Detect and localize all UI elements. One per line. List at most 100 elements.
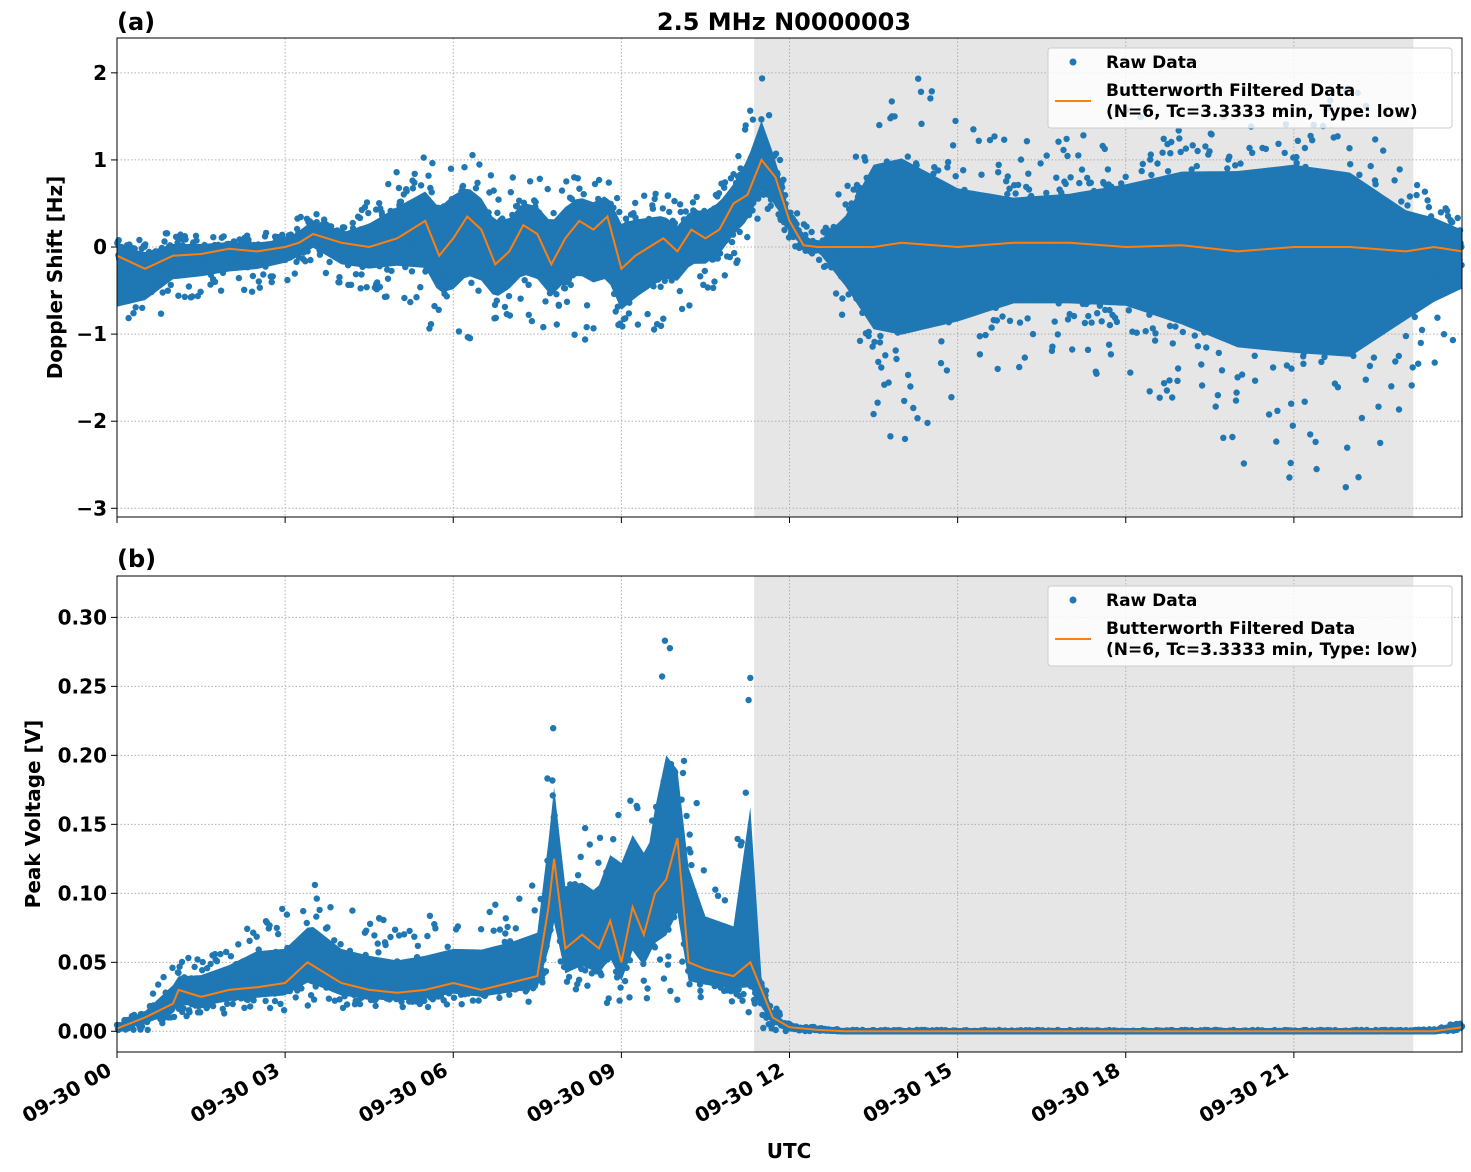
raw-data-point [1024, 257, 1031, 265]
raw-data-point [1159, 149, 1166, 156]
raw-data-point [1060, 146, 1067, 154]
raw-data-point [1076, 179, 1083, 187]
raw-data-point [602, 901, 609, 908]
raw-data-point [648, 250, 655, 258]
raw-data-point [271, 997, 279, 1005]
raw-data-point [504, 236, 511, 244]
raw-data-point [580, 955, 588, 963]
raw-data-point [1377, 439, 1384, 447]
raw-data-point [884, 181, 891, 188]
raw-data-point [532, 198, 539, 206]
raw-data-point [1031, 229, 1039, 236]
raw-data-point [697, 987, 704, 995]
raw-data-point [449, 226, 457, 234]
raw-data-point [763, 144, 770, 152]
raw-data-point [1272, 197, 1280, 204]
raw-data-point [1264, 305, 1271, 312]
raw-data-point [139, 304, 146, 312]
raw-data-point [363, 199, 371, 206]
raw-data-point [129, 271, 136, 278]
raw-data-point [1235, 256, 1243, 264]
raw-data-point [1036, 223, 1043, 230]
raw-data-point [453, 217, 460, 224]
raw-data-point [830, 223, 837, 231]
raw-data-point [1156, 394, 1163, 401]
raw-data-point [904, 203, 911, 211]
raw-data-point [1214, 392, 1222, 399]
raw-data-point [1026, 236, 1034, 243]
raw-data-point [370, 258, 378, 265]
raw-data-point [1330, 171, 1338, 179]
raw-data-point [1110, 220, 1118, 228]
raw-data-point [1212, 211, 1219, 218]
raw-data-point [361, 246, 368, 254]
raw-data-point [958, 308, 965, 315]
raw-data-point [1273, 192, 1281, 199]
raw-data-point [363, 284, 370, 291]
raw-data-dense-band [117, 120, 1462, 357]
raw-data-point [1326, 194, 1333, 202]
raw-data-point [624, 220, 631, 227]
raw-data-point [582, 967, 589, 974]
raw-data-point [572, 948, 579, 955]
raw-data-point [1118, 291, 1126, 298]
raw-data-point [1427, 256, 1435, 264]
raw-data-point [416, 258, 423, 265]
raw-data-point [516, 895, 523, 902]
raw-data-point [697, 212, 704, 219]
raw-data-point [702, 939, 710, 946]
raw-data-point [1177, 148, 1184, 156]
raw-data-point [1072, 276, 1079, 284]
raw-data-point [675, 231, 682, 238]
raw-data-point [321, 977, 328, 985]
raw-data-point [223, 948, 230, 956]
raw-data-point [528, 317, 536, 325]
raw-data-point [525, 281, 532, 288]
raw-data-point [765, 112, 773, 119]
raw-data-point [863, 174, 870, 181]
raw-data-point [752, 159, 759, 166]
raw-data-point [1394, 264, 1401, 272]
raw-data-point [1283, 250, 1290, 257]
raw-data-point [991, 133, 998, 140]
raw-data-point [1370, 238, 1377, 246]
raw-data-point [550, 725, 557, 732]
raw-data-point [872, 266, 880, 273]
raw-data-point [1443, 207, 1451, 214]
raw-data-point [869, 225, 877, 232]
raw-data-point [509, 258, 516, 265]
raw-data-point [1324, 205, 1332, 212]
raw-data-point [660, 859, 667, 866]
y-tick-label: −3 [76, 496, 107, 520]
raw-data-point [250, 997, 257, 1004]
raw-data-point [1191, 332, 1199, 339]
raw-data-point [673, 818, 680, 826]
raw-data-point [1256, 311, 1263, 318]
raw-data-point [1001, 136, 1008, 143]
raw-data-point [235, 274, 243, 282]
raw-data-point [1236, 265, 1243, 272]
raw-data-point [1176, 135, 1183, 142]
raw-data-point [518, 269, 526, 276]
raw-data-point [411, 978, 418, 986]
raw-data-point [1250, 224, 1257, 232]
raw-data-point [856, 337, 864, 345]
raw-data-point [1378, 242, 1385, 249]
raw-data-point [313, 211, 320, 218]
raw-data-point [1023, 138, 1031, 145]
raw-data-point [702, 228, 709, 236]
raw-data-point [584, 982, 591, 989]
raw-data-point [529, 882, 536, 889]
raw-data-point [1421, 188, 1429, 195]
raw-data-point [1232, 232, 1240, 240]
raw-data-point [1146, 311, 1153, 318]
raw-data-point [635, 852, 642, 860]
raw-data-point [300, 938, 307, 945]
raw-data-point [1281, 278, 1288, 286]
raw-data-point [969, 261, 976, 269]
raw-data-point [1340, 269, 1348, 276]
raw-data-point [1270, 275, 1278, 282]
raw-data-point [558, 878, 565, 885]
raw-data-point [928, 88, 935, 95]
raw-data-point [439, 987, 447, 995]
